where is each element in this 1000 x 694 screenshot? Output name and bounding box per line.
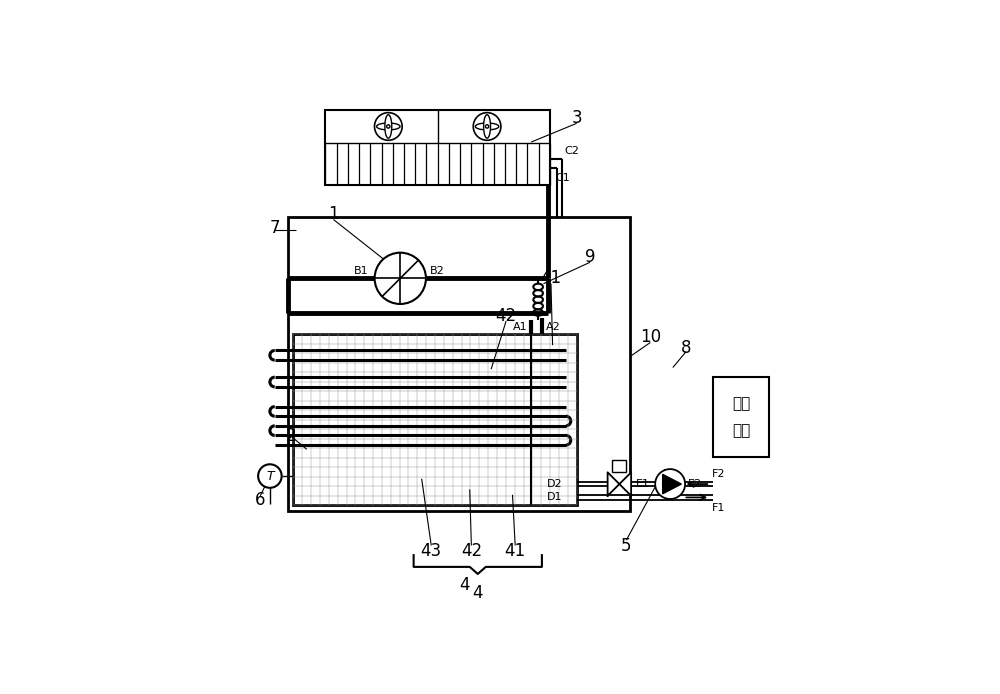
Text: C1: C1 (556, 173, 571, 183)
Text: D2: D2 (547, 479, 562, 489)
Text: 7: 7 (269, 219, 280, 237)
Circle shape (387, 125, 390, 128)
Polygon shape (663, 474, 681, 494)
Text: C2: C2 (564, 146, 579, 156)
Text: A2: A2 (546, 322, 560, 332)
Bar (288, 217, 630, 511)
Text: 3: 3 (571, 109, 582, 127)
Bar (293, 335, 577, 505)
Text: E2: E2 (688, 479, 702, 489)
Text: 43: 43 (421, 542, 442, 560)
Bar (612, 460, 626, 473)
Text: 末端: 末端 (732, 423, 750, 438)
Text: 41: 41 (505, 542, 526, 560)
Text: E1: E1 (636, 479, 650, 489)
Text: 41: 41 (540, 269, 562, 287)
Polygon shape (619, 473, 631, 496)
Text: 42: 42 (461, 542, 482, 560)
Polygon shape (608, 473, 619, 496)
Ellipse shape (377, 123, 400, 130)
Text: A1: A1 (513, 322, 528, 332)
Text: 10: 10 (640, 328, 661, 346)
Text: 空调: 空调 (732, 396, 750, 412)
Text: 4: 4 (459, 575, 470, 593)
Circle shape (258, 464, 282, 488)
Text: 5: 5 (621, 536, 632, 555)
Text: F1: F1 (712, 502, 725, 513)
Ellipse shape (385, 115, 392, 138)
Ellipse shape (484, 115, 491, 138)
Ellipse shape (475, 123, 499, 130)
Bar (713, 378, 769, 457)
Circle shape (374, 112, 402, 140)
Text: T: T (266, 470, 274, 482)
Text: 1: 1 (328, 205, 339, 223)
Text: 9: 9 (585, 248, 595, 266)
Circle shape (655, 469, 685, 499)
Text: B1: B1 (354, 266, 368, 276)
Text: 8: 8 (681, 339, 691, 357)
Circle shape (473, 112, 501, 140)
Text: D1: D1 (547, 493, 562, 502)
Text: F2: F2 (712, 468, 725, 479)
Bar (325, 110, 550, 185)
Text: 6: 6 (255, 491, 266, 509)
Text: 42: 42 (496, 307, 517, 325)
Text: 4: 4 (473, 584, 483, 602)
Circle shape (485, 125, 489, 128)
Circle shape (375, 253, 426, 304)
Text: 2: 2 (285, 427, 296, 445)
Text: B2: B2 (430, 266, 445, 276)
